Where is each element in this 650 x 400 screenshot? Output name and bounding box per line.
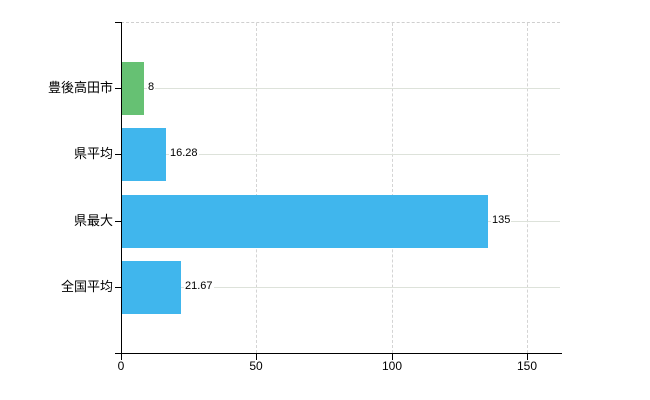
gridline-vertical [392, 23, 393, 353]
bar-value-label: 8 [147, 80, 156, 95]
x-tick-mark [121, 354, 122, 360]
x-tick-mark [392, 354, 393, 360]
y-axis-line [121, 22, 122, 354]
category-label: 全国平均 [60, 279, 113, 294]
bar [122, 62, 144, 115]
gridline-category [122, 154, 560, 155]
x-tick-mark [256, 354, 257, 360]
bar [122, 128, 166, 181]
y-tick-mark [115, 88, 121, 89]
x-tick-label: 0 [117, 359, 125, 373]
plot-top-border [121, 22, 560, 23]
y-tick-mark [115, 22, 121, 23]
category-label: 県最大 [73, 213, 113, 228]
y-tick-mark [115, 221, 121, 222]
x-tick-label: 100 [381, 359, 403, 373]
x-tick-label: 150 [516, 359, 538, 373]
bar-value-label: 135 [491, 213, 512, 228]
x-axis-line [115, 353, 562, 354]
gridline-vertical [527, 23, 528, 353]
y-tick-mark [115, 154, 121, 155]
gridline-category [122, 287, 560, 288]
gridline-vertical [256, 23, 257, 353]
bar-value-label: 21.67 [184, 279, 214, 294]
category-label: 県平均 [73, 146, 113, 161]
bar-value-label: 16.28 [169, 146, 199, 161]
x-tick-label: 50 [249, 359, 263, 373]
x-tick-mark [527, 354, 528, 360]
bar [122, 195, 488, 248]
bar [122, 261, 181, 314]
y-tick-mark [115, 287, 121, 288]
gridline-category [122, 88, 560, 89]
category-label: 豊後高田市 [47, 80, 113, 95]
